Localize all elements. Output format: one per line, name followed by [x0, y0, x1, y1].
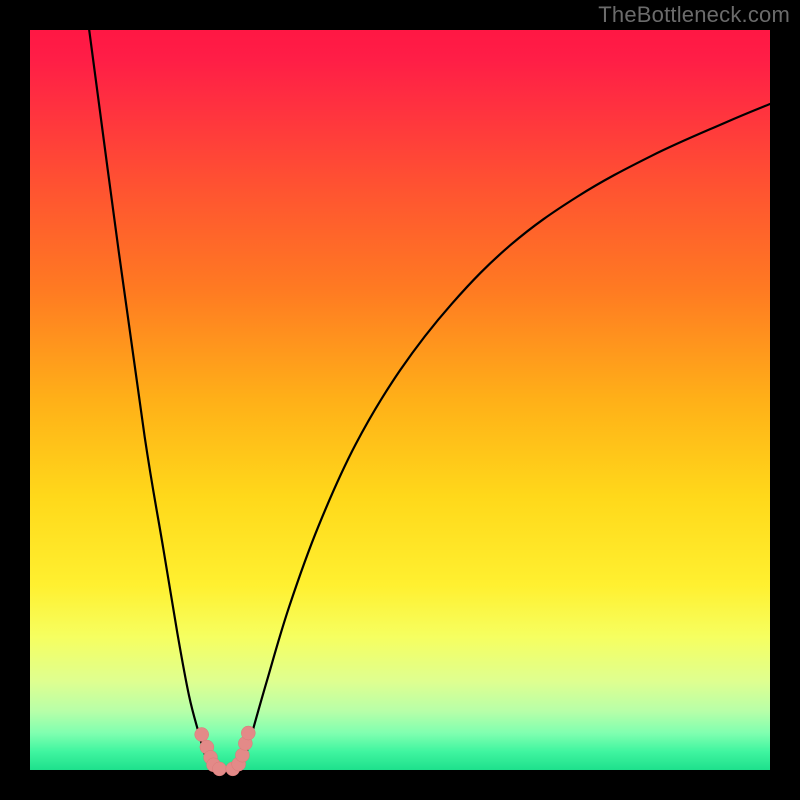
curve-right — [241, 104, 770, 767]
chart-frame: TheBottleneck.com — [0, 0, 800, 800]
bead-marker — [212, 762, 226, 776]
curve-left — [89, 30, 211, 767]
plot-svg — [0, 0, 800, 800]
bead-marker — [195, 727, 209, 741]
bead-marker — [241, 726, 255, 740]
watermark-text: TheBottleneck.com — [598, 2, 790, 28]
